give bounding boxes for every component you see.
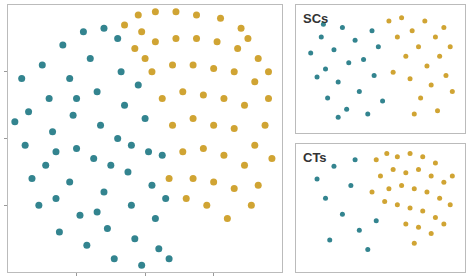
svg-text:CTs: CTs bbox=[303, 150, 327, 165]
svg-text:SCs: SCs bbox=[303, 11, 328, 26]
